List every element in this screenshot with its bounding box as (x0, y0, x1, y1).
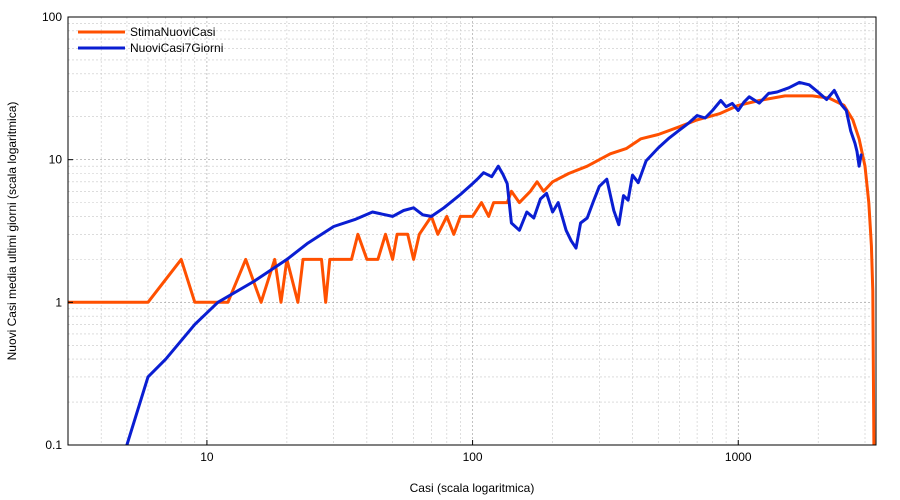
series-layer (68, 80, 876, 445)
tick-labels: 10 100 1000 0.1 1 10 100 (42, 10, 752, 464)
x-axis-label: Casi (scala logaritmica) (410, 481, 535, 495)
x-tick-label: 10 (200, 450, 214, 464)
legend-label-nuovicasi7giorni: NuoviCasi7Giorni (130, 41, 223, 55)
legend: StimaNuoviCasi NuoviCasi7Giorni (78, 25, 223, 55)
y-tick-label: 0.1 (45, 438, 62, 452)
y-axis-label: Nuovi Casi media ultimi giorni (scala lo… (5, 102, 19, 361)
series-line-nuovicasi7giorni (125, 80, 863, 445)
x-tick-label: 100 (463, 450, 483, 464)
x-tick-label: 1000 (725, 450, 752, 464)
y-tick-label: 100 (42, 10, 62, 24)
series-line-stimanuovicasi (68, 94, 876, 445)
legend-label-stimanuovicasi: StimaNuoviCasi (130, 25, 215, 39)
y-tick-label: 10 (49, 153, 63, 167)
plot-frame (67, 16, 877, 446)
y-tick-label: 1 (55, 295, 62, 309)
